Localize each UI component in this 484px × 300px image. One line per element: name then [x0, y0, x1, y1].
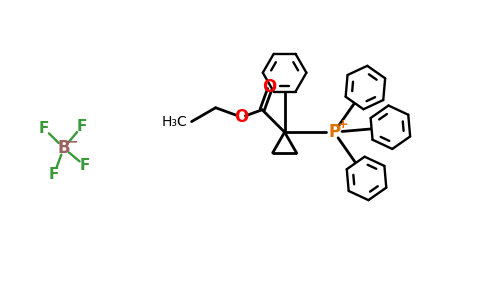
Text: P: P: [328, 123, 340, 141]
Text: F: F: [76, 119, 87, 134]
Text: −: −: [67, 134, 78, 148]
Text: H₃C: H₃C: [162, 115, 188, 129]
Text: O: O: [262, 78, 277, 96]
Text: F: F: [80, 158, 90, 173]
Text: B: B: [58, 139, 70, 157]
Text: F: F: [49, 167, 60, 182]
Text: F: F: [39, 121, 49, 136]
Text: +: +: [338, 118, 348, 131]
Text: O: O: [235, 108, 249, 126]
